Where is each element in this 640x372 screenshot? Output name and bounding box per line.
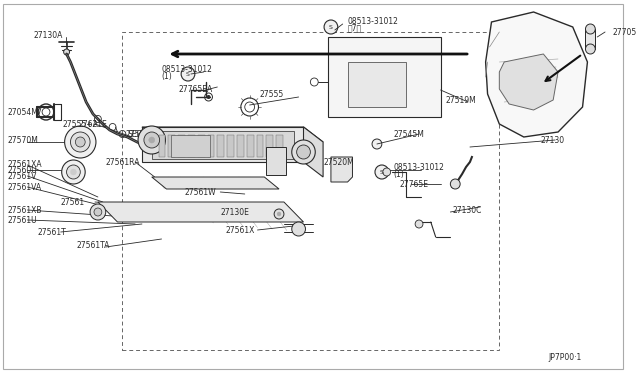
Text: S: S xyxy=(186,71,190,77)
Bar xyxy=(266,147,286,175)
Polygon shape xyxy=(499,54,558,110)
Circle shape xyxy=(140,129,150,139)
Text: 27561: 27561 xyxy=(61,198,85,206)
Text: 27130: 27130 xyxy=(540,135,564,144)
Bar xyxy=(207,135,214,157)
Polygon shape xyxy=(98,202,303,222)
Circle shape xyxy=(277,212,281,216)
Polygon shape xyxy=(152,177,279,189)
Text: 27561XA: 27561XA xyxy=(8,160,42,169)
Circle shape xyxy=(70,132,90,152)
Bar xyxy=(188,135,195,157)
Text: (1): (1) xyxy=(161,71,172,80)
Text: 27561V: 27561V xyxy=(8,171,37,180)
Bar xyxy=(586,29,595,49)
Circle shape xyxy=(90,204,106,220)
Text: 27705: 27705 xyxy=(613,28,637,36)
Text: 27555+A: 27555+A xyxy=(63,119,99,128)
Bar xyxy=(218,135,224,157)
Circle shape xyxy=(63,49,70,55)
Text: 27555: 27555 xyxy=(259,90,284,99)
Circle shape xyxy=(138,126,166,154)
Text: 27054M: 27054M xyxy=(8,108,38,116)
Circle shape xyxy=(375,165,388,179)
Text: SEC.270: SEC.270 xyxy=(127,129,159,138)
Text: 08513-31012: 08513-31012 xyxy=(394,163,444,171)
Text: 27130C: 27130C xyxy=(452,205,482,215)
Bar xyxy=(152,131,294,159)
Polygon shape xyxy=(142,127,303,162)
Text: 27561VA: 27561VA xyxy=(8,183,42,192)
Text: 08513-31012: 08513-31012 xyxy=(161,64,212,74)
Bar xyxy=(276,135,283,157)
Circle shape xyxy=(207,96,210,99)
Bar xyxy=(257,135,264,157)
Circle shape xyxy=(70,169,76,175)
Text: 27545M: 27545M xyxy=(394,129,424,138)
Text: 08513-31012: 08513-31012 xyxy=(348,16,399,26)
Circle shape xyxy=(451,179,460,189)
Circle shape xyxy=(181,67,195,81)
Text: 27519M: 27519M xyxy=(445,96,476,105)
Bar xyxy=(247,135,253,157)
Bar xyxy=(168,135,175,157)
Text: 27561XC: 27561XC xyxy=(216,153,250,161)
Bar xyxy=(198,135,205,157)
Circle shape xyxy=(415,220,423,228)
Text: S: S xyxy=(329,25,333,29)
Text: 27765EA: 27765EA xyxy=(178,84,212,93)
Circle shape xyxy=(586,44,595,54)
Text: 27520M: 27520M xyxy=(323,157,354,167)
Bar xyxy=(122,32,499,350)
Circle shape xyxy=(144,132,159,148)
Circle shape xyxy=(94,208,102,216)
Text: 27561T: 27561T xyxy=(37,228,66,237)
Text: (1): (1) xyxy=(394,170,404,179)
Text: 。7〃: 。7〃 xyxy=(348,23,362,32)
Circle shape xyxy=(586,24,595,34)
Text: 27561R: 27561R xyxy=(125,129,155,138)
Circle shape xyxy=(67,165,80,179)
Bar xyxy=(178,135,185,157)
Circle shape xyxy=(61,160,85,184)
Circle shape xyxy=(292,222,305,236)
Text: S: S xyxy=(380,170,384,174)
Text: 27561X: 27561X xyxy=(225,225,255,234)
Bar xyxy=(237,135,244,157)
Text: 27561RA: 27561RA xyxy=(106,157,140,167)
Bar xyxy=(348,62,406,107)
Circle shape xyxy=(297,145,310,159)
Circle shape xyxy=(372,139,382,149)
Circle shape xyxy=(65,126,96,158)
Circle shape xyxy=(76,137,85,147)
Text: 27765E: 27765E xyxy=(399,180,428,189)
Text: JP7P00·1: JP7P00·1 xyxy=(548,353,582,362)
Text: 27560U: 27560U xyxy=(8,166,38,174)
Polygon shape xyxy=(486,12,588,137)
Bar xyxy=(328,37,440,117)
Text: 27561U: 27561U xyxy=(8,215,38,224)
Polygon shape xyxy=(303,127,323,177)
Polygon shape xyxy=(142,127,323,142)
Circle shape xyxy=(149,137,155,143)
Circle shape xyxy=(324,20,338,34)
Text: 27621E: 27621E xyxy=(78,119,107,128)
Text: 27130E: 27130E xyxy=(220,208,249,217)
Bar xyxy=(172,135,211,157)
Text: 27570M: 27570M xyxy=(8,135,38,144)
Bar xyxy=(227,135,234,157)
Text: 27561W: 27561W xyxy=(184,187,216,196)
Text: 27130A: 27130A xyxy=(33,31,63,39)
Bar xyxy=(266,135,273,157)
Polygon shape xyxy=(331,157,353,182)
Circle shape xyxy=(274,209,284,219)
Text: 27561TA: 27561TA xyxy=(76,241,109,250)
Circle shape xyxy=(292,140,316,164)
Text: 27561XB: 27561XB xyxy=(8,205,42,215)
Circle shape xyxy=(383,168,390,176)
Bar xyxy=(159,135,166,157)
